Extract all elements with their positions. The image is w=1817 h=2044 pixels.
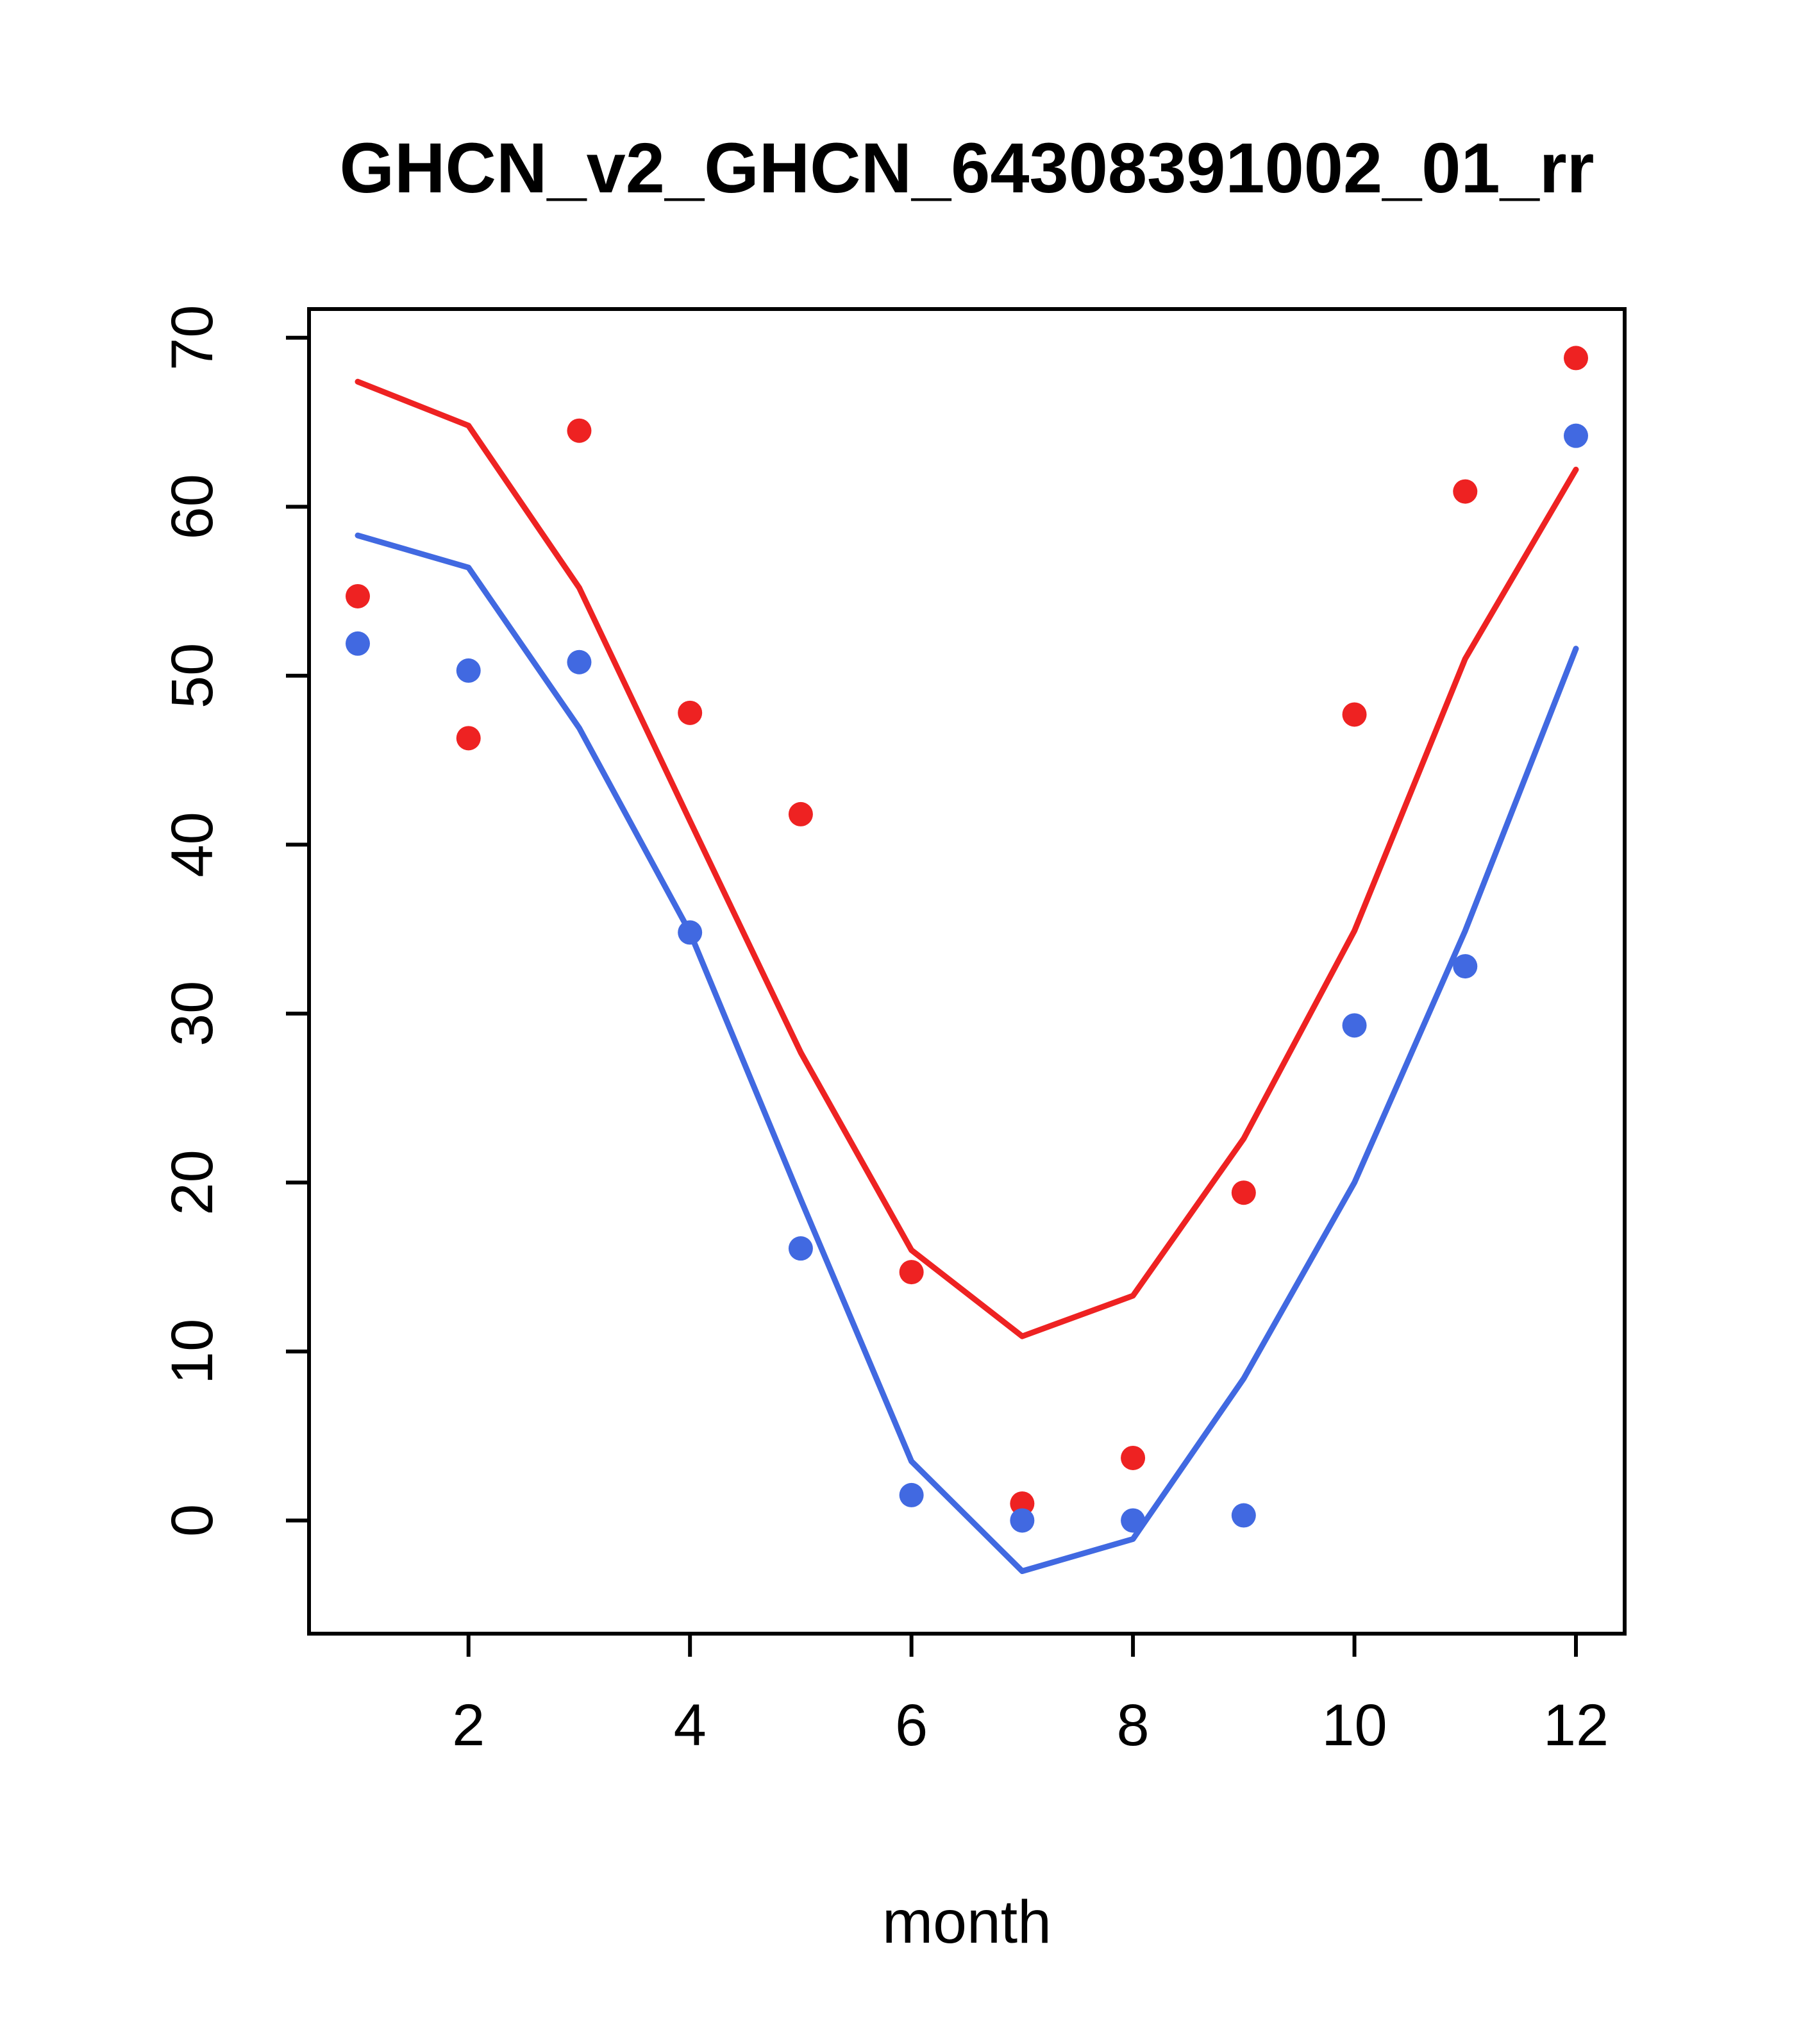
- red-points-point: [1564, 346, 1588, 371]
- plot-area: 2 4 6 8 10 12 0 10 20 30 40 50 60 70: [160, 305, 1627, 1758]
- blue-points-point: [1564, 423, 1588, 448]
- y-tick-label: 20: [160, 1150, 225, 1215]
- red-line: [355, 378, 1579, 1339]
- blue-line: [355, 532, 1579, 1574]
- x-tick-label: 10: [1321, 1693, 1387, 1758]
- blue-points-point: [567, 649, 592, 674]
- red-points-point: [1010, 1491, 1035, 1516]
- red-points-point: [899, 1260, 924, 1285]
- red-points-point: [1453, 479, 1478, 504]
- y-tick-label: 60: [160, 474, 225, 539]
- y-tick-label: 0: [160, 1504, 225, 1537]
- blue-points-point: [899, 1482, 924, 1507]
- x-tick-label: 12: [1543, 1693, 1609, 1758]
- x-tick-label: 8: [1117, 1693, 1150, 1758]
- red-points-point: [1231, 1180, 1256, 1205]
- blue-points-point: [1121, 1508, 1146, 1533]
- red-points-point: [1121, 1445, 1146, 1470]
- blue-points-point: [1342, 1013, 1367, 1038]
- y-tick-label: 50: [160, 643, 225, 708]
- y-tick-label: 70: [160, 305, 225, 371]
- x-tick-label: 4: [674, 1693, 707, 1758]
- blue-points-point: [346, 631, 370, 656]
- x-tick-label: 2: [452, 1693, 485, 1758]
- blue-points-point: [1231, 1503, 1256, 1528]
- blue-points-point: [456, 658, 481, 683]
- red-points-point: [567, 418, 592, 443]
- x-axis-label: month: [882, 1888, 1051, 1956]
- red-points-point: [346, 583, 370, 608]
- y-tick-label: 10: [160, 1319, 225, 1384]
- chart-title: GHCN_v2_GHCN_64308391002_01_rr: [340, 129, 1595, 208]
- x-tick-label: 6: [895, 1693, 928, 1758]
- blue-points-point: [788, 1236, 813, 1261]
- y-tick-label: 40: [160, 812, 225, 877]
- blue-points-point: [1453, 954, 1478, 979]
- blue-points-point: [1010, 1508, 1035, 1533]
- plot-box: [307, 307, 1627, 1636]
- red-points-point: [1342, 702, 1367, 727]
- red-points-point: [788, 801, 813, 826]
- red-points-point: [678, 700, 703, 725]
- blue-points-point: [678, 920, 703, 945]
- red-points-point: [456, 726, 481, 751]
- y-tick-label: 30: [160, 981, 225, 1046]
